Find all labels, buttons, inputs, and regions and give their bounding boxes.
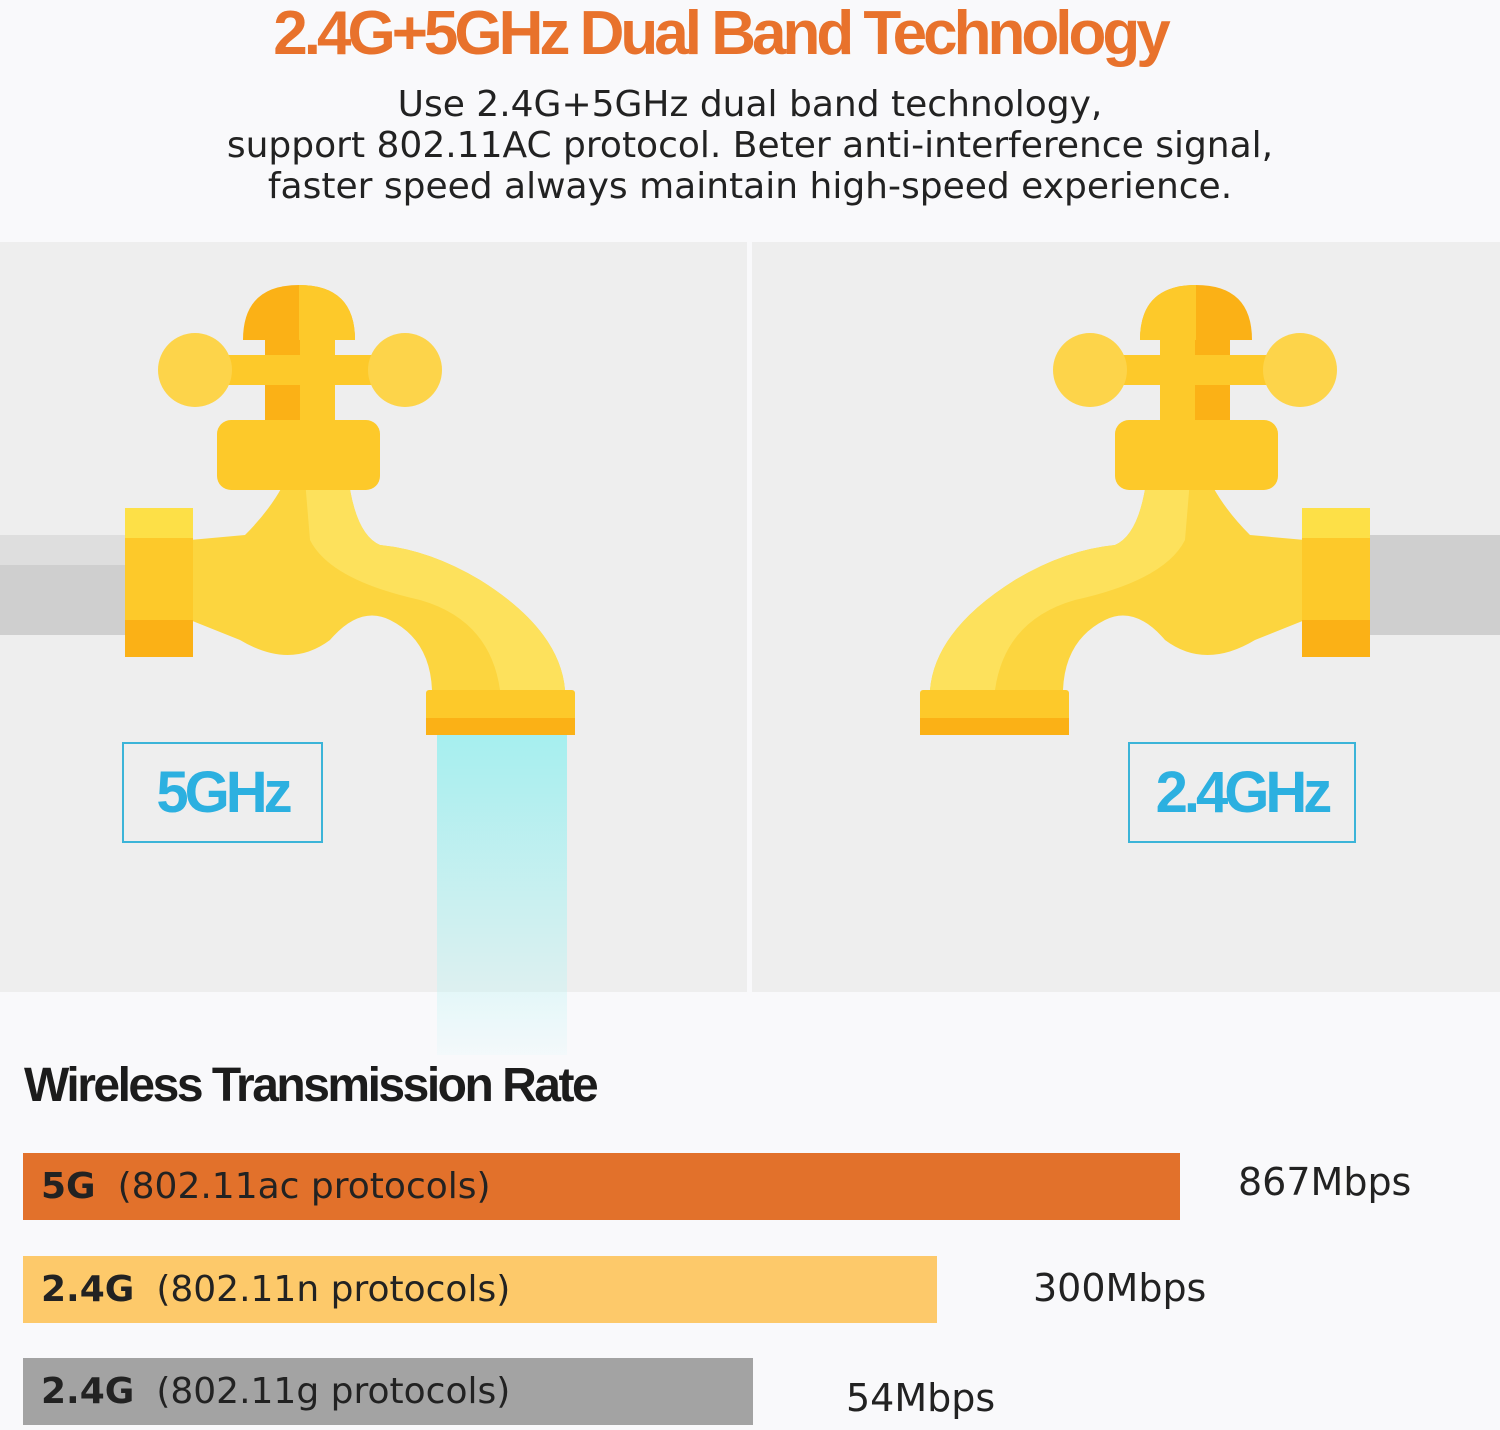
rate-bar-24g-g: 2.4G (802.11g protocols) — [23, 1358, 753, 1425]
band-label-24ghz: 2.4GHz — [1128, 742, 1356, 843]
rate-value: 54Mbps — [846, 1376, 996, 1420]
bar-protocol: (802.11ac protocols) — [117, 1166, 491, 1207]
subtitle-line: faster speed always maintain high-speed … — [267, 166, 1233, 207]
faucet-closed-icon — [920, 285, 1495, 735]
rate-bar-24g-n: 2.4G (802.11n protocols) — [23, 1256, 937, 1323]
bar-protocol: (802.11n protocols) — [156, 1269, 511, 1310]
bar-band: 5G — [41, 1166, 96, 1207]
pipe — [1370, 535, 1500, 635]
subtitle: Use 2.4G+5GHz dual band technology, supp… — [0, 84, 1500, 207]
rate-value: 300Mbps — [1033, 1266, 1207, 1310]
subtitle-line: support 802.11AC protocol. Beter anti-in… — [226, 125, 1274, 166]
rate-value: 867Mbps — [1238, 1160, 1412, 1204]
page-title: 2.4G+5GHz Dual Band Technology — [273, 0, 1170, 68]
water-stream — [437, 735, 567, 1055]
bar-band: 2.4G — [41, 1371, 135, 1412]
band-label-5ghz: 5GHz — [122, 742, 323, 843]
bar-band: 2.4G — [41, 1269, 135, 1310]
faucets — [0, 285, 1500, 735]
rate-bar-5g-ac: 5G (802.11ac protocols) — [23, 1153, 1180, 1220]
rate-title: Wireless Transmission Rate — [24, 1059, 599, 1112]
bar-protocol: (802.11g protocols) — [156, 1371, 511, 1412]
subtitle-line: Use 2.4G+5GHz dual band technology, — [397, 84, 1103, 125]
faucet-open-icon — [0, 285, 575, 735]
